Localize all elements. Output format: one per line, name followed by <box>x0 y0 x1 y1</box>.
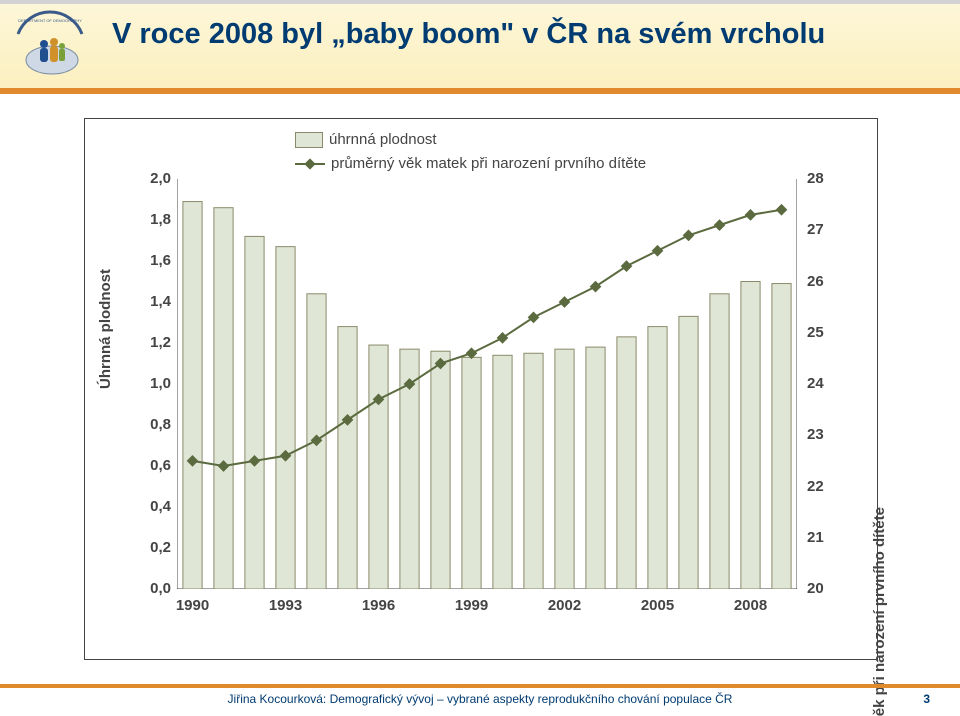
y-right-tick: 21 <box>807 529 837 546</box>
y-left-tick: 1,4 <box>133 293 171 310</box>
y-right-tick: 22 <box>807 478 837 495</box>
x-tick: 2005 <box>633 597 683 614</box>
chart-legend: úhrnná plodnost průměrný věk matek při n… <box>295 131 775 159</box>
y-left-tick: 0,0 <box>133 580 171 597</box>
footer-page-number: 3 <box>923 692 930 706</box>
x-tick: 2008 <box>726 597 776 614</box>
footer-citation: Jiřina Kocourková: Demografický vývoj – … <box>80 692 880 706</box>
legend-line-swatch-icon <box>295 163 325 165</box>
legend-item-bars: úhrnná plodnost <box>295 131 437 148</box>
y-left-tick: 0,6 <box>133 457 171 474</box>
x-tick: 1996 <box>354 597 404 614</box>
y-right-tick: 23 <box>807 426 837 443</box>
y-left-tick: 0,2 <box>133 539 171 556</box>
svg-text:DEPARTMENT OF DEMOGRAPHY: DEPARTMENT OF DEMOGRAPHY <box>18 18 82 23</box>
slide-page: DEPARTMENT OF DEMOGRAPHY V roce 2008 byl… <box>0 0 960 716</box>
y-left-tick: 2,0 <box>133 170 171 187</box>
legend-bar-swatch-icon <box>295 132 323 148</box>
y-left-tick: 1,6 <box>133 252 171 269</box>
y-right-tick: 24 <box>807 375 837 392</box>
y-left-tick: 1,0 <box>133 375 171 392</box>
x-tick: 2002 <box>540 597 590 614</box>
y-right-tick: 25 <box>807 324 837 341</box>
legend-item-line: průměrný věk matek při narození prvního … <box>295 155 646 172</box>
y-right-tick: 27 <box>807 221 837 238</box>
chart-card: úhrnná plodnost průměrný věk matek při n… <box>84 118 878 660</box>
slide-title: V roce 2008 byl „baby boom" v ČR na svém… <box>112 18 825 51</box>
y-left-tick: 1,8 <box>133 211 171 228</box>
x-tick: 1990 <box>168 597 218 614</box>
y-axis-left-label: Úhrnná plodnost <box>97 269 114 389</box>
y-left-tick: 0,4 <box>133 498 171 515</box>
y-right-tick: 26 <box>807 273 837 290</box>
legend-line-label: průměrný věk matek při narození prvního … <box>331 155 646 172</box>
legend-bar-label: úhrnná plodnost <box>329 131 437 148</box>
y-left-tick: 0,8 <box>133 416 171 433</box>
x-tick: 1993 <box>261 597 311 614</box>
chart-plot-area <box>177 179 797 589</box>
y-right-tick: 20 <box>807 580 837 597</box>
dept-logo-icon: DEPARTMENT OF DEMOGRAPHY <box>10 6 90 82</box>
header-orange-rule <box>0 88 960 94</box>
y-left-tick: 1,2 <box>133 334 171 351</box>
x-tick: 1999 <box>447 597 497 614</box>
footer-orange-rule <box>0 684 960 688</box>
y-right-tick: 28 <box>807 170 837 187</box>
